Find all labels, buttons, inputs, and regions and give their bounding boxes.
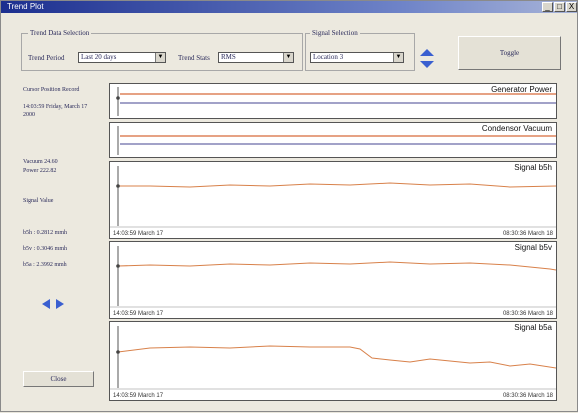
signal-b5a-panel[interactable]: Signal b5a 14:03:59 March 17 08:30:36 Ma… <box>109 321 557 401</box>
start-time: 14:03:59 March 17 <box>113 231 164 237</box>
signal-trace <box>117 345 556 369</box>
generator-power-panel[interactable]: Generator Power <box>109 83 557 119</box>
power-value: Power 222.82 <box>23 168 57 174</box>
condensor-vacuum-plot <box>117 126 556 155</box>
signal-trace <box>118 182 556 188</box>
trend-stats-label: Trend Stats <box>178 54 210 62</box>
signal-location-value: Location 3 <box>313 53 344 61</box>
b5h-value: b5h : 0.2812 mmh <box>23 230 68 236</box>
trend-data-selection-title: Trend Data Selection <box>28 29 92 37</box>
signal-b5h-plot <box>110 166 556 228</box>
signal-b5h-panel[interactable]: Signal b5h 14:03:59 March 17 08:30:36 Ma… <box>109 161 557 239</box>
signal-value-label: Signal Value <box>23 198 54 204</box>
generator-power-plot <box>116 87 556 116</box>
cursor-time: 14:03:59 Friday, March 17 2000 <box>23 104 88 118</box>
trend-stats-select[interactable]: RMS ▼ <box>218 52 294 63</box>
cursor-position-heading: Cursor Position Record <box>23 87 80 93</box>
panel-title: Condensor Vacuum <box>481 124 552 133</box>
window-title: Trend Plot <box>7 2 44 11</box>
arrow-right-icon[interactable] <box>56 299 64 309</box>
trend-period-select[interactable]: Last 20 days ▼ <box>78 52 166 63</box>
panel-title: Signal b5a <box>514 323 552 332</box>
signal-location-select[interactable]: Location 3 ▼ <box>310 52 404 63</box>
signal-b5v-plot <box>110 246 556 308</box>
end-time: 08:30:36 March 18 <box>502 311 553 317</box>
maximize-button[interactable]: □ <box>554 2 565 12</box>
trend-stats-value: RMS <box>221 53 236 61</box>
cursor-marker[interactable] <box>116 264 120 268</box>
signal-selection-title: Signal Selection <box>310 29 360 37</box>
vacuum-value: Vacuum 24.60 <box>23 159 58 165</box>
b5v-value: b5v : 0.3046 mmh <box>23 246 68 252</box>
close-button[interactable]: Close <box>23 371 94 387</box>
signal-selection-group: Signal Selection Location 3 ▼ <box>305 29 415 71</box>
arrow-down-icon[interactable] <box>420 61 434 68</box>
chevron-down-icon[interactable]: ▼ <box>155 53 165 62</box>
cursor-marker[interactable] <box>116 96 120 100</box>
signal-b5a-plot <box>110 326 556 390</box>
trend-period-value: Last 20 days <box>81 53 117 61</box>
cursor-marker[interactable] <box>116 350 120 354</box>
trend-data-selection-group: Trend Data Selection Trend Period Last 2… <box>21 29 303 71</box>
start-time: 14:03:59 March 17 <box>113 311 164 317</box>
minimize-button[interactable]: _ <box>542 2 553 12</box>
chevron-down-icon[interactable]: ▼ <box>283 53 293 62</box>
trend-period-label: Trend Period <box>28 54 65 62</box>
start-time: 14:03:59 March 17 <box>113 393 164 399</box>
title-bar[interactable]: Trend Plot _ □ X <box>1 1 577 13</box>
panel-title: Generator Power <box>491 85 552 94</box>
toggle-button[interactable]: Toggle <box>458 36 561 70</box>
signal-trace <box>117 261 556 271</box>
end-time: 08:30:36 March 18 <box>502 393 553 399</box>
close-window-button[interactable]: X <box>566 2 577 12</box>
end-time: 08:30:36 March 18 <box>502 231 553 237</box>
cursor-marker[interactable] <box>116 184 120 188</box>
arrow-up-icon[interactable] <box>420 49 434 56</box>
panel-title: Signal b5h <box>514 163 552 172</box>
signal-b5v-panel[interactable]: Signal b5v 14:03:59 March 17 08:30:36 Ma… <box>109 241 557 319</box>
b5a-value: b5a : 2.3992 mmh <box>23 262 67 268</box>
chevron-down-icon[interactable]: ▼ <box>393 53 403 62</box>
panel-title: Signal b5v <box>514 243 552 252</box>
condensor-vacuum-panel[interactable]: Condensor Vacuum <box>109 122 557 158</box>
arrow-left-icon[interactable] <box>42 299 50 309</box>
